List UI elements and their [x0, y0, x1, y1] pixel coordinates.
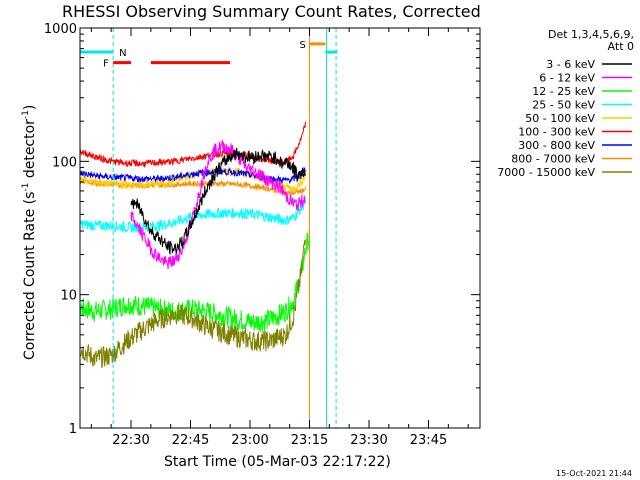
y-tick-label-2: 100	[52, 155, 77, 170]
legend-label-8: 7000 - 15000 keV	[497, 166, 595, 179]
series-line-3	[80, 197, 306, 234]
y-tick-label-1: 10	[60, 289, 77, 304]
series-line-7	[80, 177, 306, 197]
legend-label-6: 300 - 800 keV	[518, 139, 595, 152]
y-axis-label: Corrected Count Rate (s-1 detector-1)	[21, 105, 38, 360]
flag-label-S: S	[300, 40, 306, 51]
chart-title: RHESSI Observing Summary Count Rates, Co…	[62, 2, 481, 21]
legend-label-5: 100 - 300 keV	[518, 126, 595, 139]
legend-label-1: 6 - 12 keV	[539, 72, 595, 85]
x-tick-label-1: 22:45	[172, 433, 209, 448]
legend-label-7: 800 - 7000 keV	[511, 153, 595, 166]
x-tick-label-5: 23:45	[410, 433, 447, 448]
x-tick-label-4: 23:30	[350, 433, 387, 448]
x-tick-label-2: 23:00	[231, 433, 268, 448]
y-tick-label-0: 1	[69, 422, 77, 437]
x-axis-label: Start Time (05-Mar-03 22:17:22)	[164, 454, 391, 470]
legend-header-0: Det 1,3,4,5,6,9,	[548, 28, 634, 41]
series-line-0	[130, 147, 306, 256]
y-tick-label-3: 1000	[44, 22, 77, 37]
series-line-8	[80, 239, 306, 369]
legend-label-0: 3 - 6 keV	[546, 58, 595, 71]
legend-header-1: Att 0	[608, 40, 634, 53]
plot-area	[80, 28, 338, 428]
series-line-1	[130, 140, 306, 270]
x-tick-label-3: 23:15	[291, 433, 328, 448]
legend-label-4: 50 - 100 keV	[525, 112, 595, 125]
timestamp: 15-Oct-2021 21:44	[556, 469, 632, 478]
series-line-5	[80, 121, 306, 169]
x-tick-label-0: 22:30	[112, 433, 149, 448]
legend-label-3: 25 - 50 keV	[532, 99, 595, 112]
flag-label-F: F	[103, 59, 109, 70]
axes: NF S 22:30 22:45 23:00 23:15 23:30 23:45 1 10 100 1…	[44, 22, 481, 448]
plot-frame	[79, 27, 481, 429]
flag-label-N: N	[119, 48, 126, 59]
legend-label-2: 12 - 25 keV	[532, 85, 595, 98]
